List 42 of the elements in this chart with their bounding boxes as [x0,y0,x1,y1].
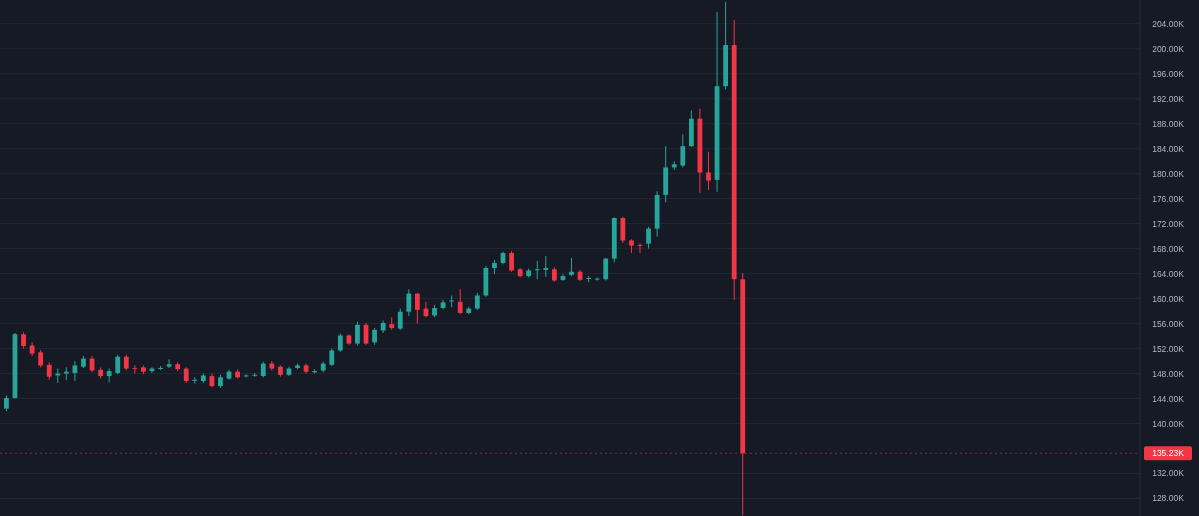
candlestick [380,319,386,334]
candlestick [115,354,121,375]
y-tick-label: 160.00K [1152,293,1185,304]
candlestick [337,333,343,353]
y-tick-label: 204.00K [1152,18,1185,29]
y-tick-label: 140.00K [1152,418,1185,429]
candlestick [509,250,514,273]
candlestick [569,257,574,277]
candlestick [414,292,420,325]
candlestick [63,366,69,381]
candlestick [406,288,412,317]
candlestick [355,321,360,346]
candlestick [543,255,549,278]
y-tick-label: 168.00K [1152,243,1185,254]
y-tick-label: 172.00K [1152,218,1185,229]
y-tick-label: 196.00K [1152,68,1185,79]
candlestick [646,226,651,250]
y-tick-label: 152.00K [1152,343,1185,354]
candlestick [706,151,711,191]
y-tick-label: 188.00K [1152,118,1185,129]
y-tick-label: 148.00K [1152,368,1185,379]
y-tick-label: 180.00K [1152,168,1185,179]
y-tick-label: 156.00K [1152,318,1185,329]
y-tick-label: 132.00K [1152,468,1185,479]
y-tick-label: 200.00K [1152,43,1185,54]
y-tick-label: 128.00K [1152,493,1185,504]
candlestick [192,376,198,385]
ref-line-label: 135.23K [1152,448,1185,459]
candlestick [166,358,172,369]
y-tick-label: 164.00K [1152,268,1185,279]
candlestick [620,216,626,244]
candlestick [603,257,609,281]
candlestick [397,308,403,331]
y-tick-label: 184.00K [1152,143,1185,154]
y-tick-label: 144.00K [1152,393,1185,404]
candlestick [680,133,686,168]
y-tick-label: 176.00K [1152,193,1185,204]
candlestick [534,260,540,280]
y-tick-label: 192.00K [1152,93,1185,104]
candlestick [457,288,463,315]
candlestick [132,364,138,375]
candlestick [449,294,455,308]
